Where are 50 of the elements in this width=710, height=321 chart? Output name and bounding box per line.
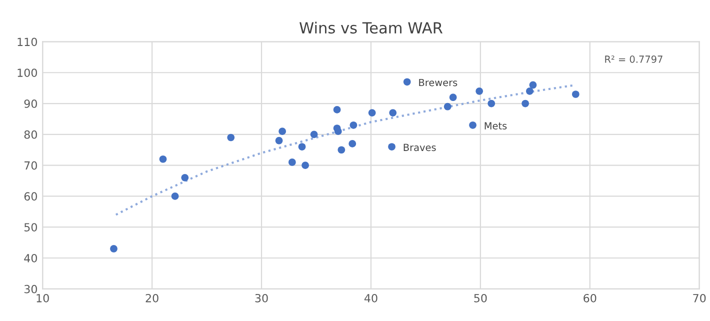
y-tick-label: 30	[24, 284, 37, 294]
annotation: Brewers	[419, 78, 458, 86]
point	[368, 109, 376, 116]
point	[159, 155, 167, 163]
point	[522, 100, 529, 108]
x-tick-label: 40	[364, 294, 378, 302]
point	[278, 128, 286, 136]
x-tick-label: 10	[36, 294, 49, 302]
annotation: Mets	[484, 122, 507, 130]
point	[288, 158, 296, 166]
point	[338, 146, 346, 154]
y-tick-label: 90	[24, 99, 37, 108]
annotation: R² = 0.7797	[605, 56, 662, 63]
point	[526, 87, 534, 95]
point	[181, 174, 189, 182]
y-tick-label: 40	[24, 254, 37, 262]
point	[488, 100, 496, 108]
x-tick-label: 30	[255, 294, 268, 302]
point	[298, 143, 306, 150]
y-tick-label: 100	[18, 68, 37, 78]
point	[275, 136, 283, 144]
x-tick-label: 50	[474, 294, 487, 302]
x-tick-label: 60	[584, 294, 596, 302]
point	[572, 90, 580, 98]
chart-title: Wins vs Team WAR	[300, 22, 443, 34]
x-tick-label: 70	[693, 294, 706, 302]
point	[469, 121, 476, 129]
point	[227, 134, 235, 142]
point	[449, 94, 457, 102]
point	[110, 245, 118, 252]
point	[334, 128, 342, 136]
y-tick-label: 80	[24, 130, 37, 139]
y-tick-label: 110	[18, 38, 37, 46]
point	[171, 192, 179, 200]
point	[444, 102, 452, 110]
point	[302, 162, 309, 169]
point	[310, 130, 318, 138]
annotation: Braves	[404, 144, 436, 152]
x-tick-label: 20	[146, 294, 158, 302]
point	[403, 78, 411, 86]
y-tick-label: 50	[24, 223, 37, 232]
point	[476, 87, 484, 95]
y-tick-label: 60	[24, 192, 37, 201]
point	[333, 106, 341, 114]
point	[529, 81, 537, 89]
point	[348, 140, 356, 148]
point	[388, 143, 396, 150]
y-tick-label: 70	[24, 161, 37, 170]
point	[350, 121, 358, 129]
point	[389, 109, 397, 116]
